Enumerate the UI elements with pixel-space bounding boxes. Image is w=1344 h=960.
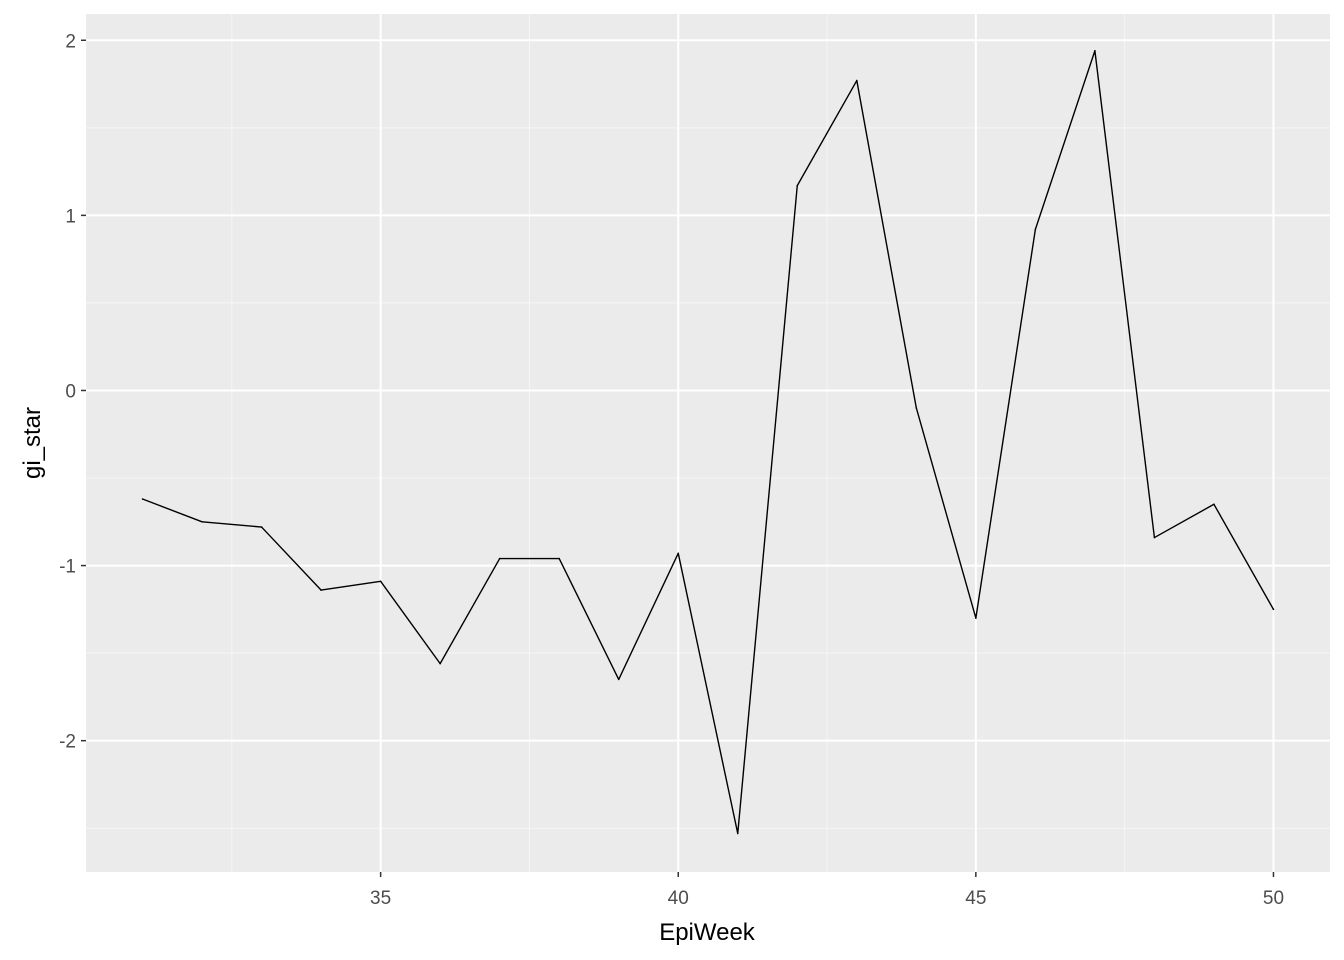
data-point xyxy=(1213,503,1215,506)
data-point xyxy=(558,557,560,560)
data-point xyxy=(1153,536,1156,539)
data-point xyxy=(1272,608,1275,611)
y-tick-label: 0 xyxy=(65,381,76,402)
y-tick-label: -2 xyxy=(59,732,76,753)
data-point xyxy=(320,589,322,591)
x-tick-label: 40 xyxy=(668,888,689,909)
data-point xyxy=(796,184,799,187)
x-tick-label: 45 xyxy=(965,888,986,909)
data-point xyxy=(201,520,203,523)
data-point xyxy=(1094,49,1096,52)
major-gridlines xyxy=(86,14,1330,872)
x-tick-label: 50 xyxy=(1263,888,1284,909)
data-point xyxy=(141,498,144,500)
series-line xyxy=(142,50,1275,835)
y-axis-ticks: -2 -1 0 1 2 xyxy=(59,31,86,753)
data-point xyxy=(975,617,977,619)
minor-gridlines xyxy=(86,14,1330,872)
data-point xyxy=(1034,228,1037,231)
y-tick-label: -1 xyxy=(59,557,76,578)
y-tick-label: 2 xyxy=(65,31,76,52)
data-point xyxy=(379,580,382,583)
plot-panel xyxy=(86,14,1330,872)
x-tick-label: 35 xyxy=(370,888,391,909)
data-point xyxy=(856,79,858,82)
data-point xyxy=(260,526,263,528)
data-point xyxy=(617,678,620,681)
data-point xyxy=(439,662,441,665)
x-axis-title: EpiWeek xyxy=(659,919,756,946)
y-axis-title: gi_star xyxy=(19,407,46,479)
data-point xyxy=(498,557,501,560)
series-layer xyxy=(141,49,1275,835)
x-axis-ticks: 35 40 45 50 xyxy=(370,872,1284,909)
data-point xyxy=(915,407,918,409)
data-point xyxy=(736,832,739,835)
data-point xyxy=(677,552,680,555)
y-tick-label: 1 xyxy=(65,206,76,227)
